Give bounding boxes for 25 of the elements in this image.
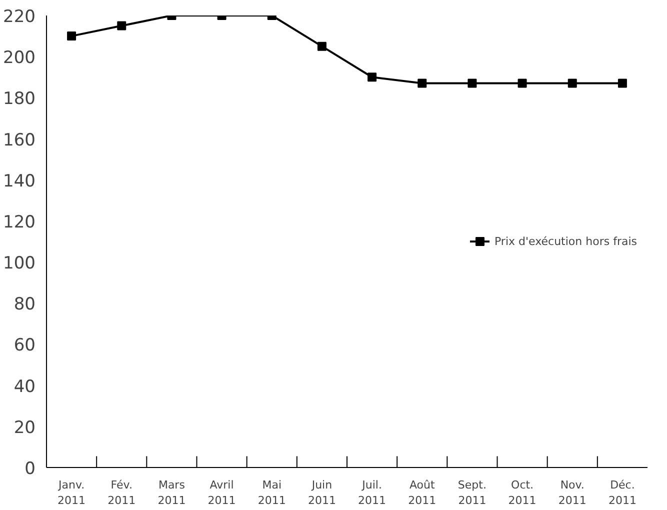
- y-tick-label: 140: [3, 171, 36, 192]
- y-tick-label: 220: [3, 7, 36, 27]
- y-tick-label: 200: [3, 48, 36, 68]
- x-tick-label: Nov. 2011: [558, 478, 586, 508]
- x-tick-label: Mars 2011: [158, 478, 186, 508]
- y-tick-label: 80: [14, 294, 36, 315]
- x-tick-label: Août 2011: [408, 478, 436, 508]
- y-tick-label: 60: [14, 336, 36, 356]
- legend-label: Prix d'exécution hors frais: [494, 234, 637, 248]
- y-tick-label: 100: [3, 254, 36, 274]
- y-tick-label: 0: [24, 459, 36, 479]
- x-tick-label: Juil. 2011: [358, 478, 386, 508]
- y-tick-label: 160: [3, 130, 36, 150]
- y-tick-label: 120: [3, 212, 36, 232]
- y-tick-label: 180: [3, 89, 36, 110]
- x-tick-label: Janv. 2011: [57, 478, 86, 508]
- x-tick-label: Mai 2011: [258, 478, 286, 508]
- x-tick-label: Oct. 2011: [508, 478, 536, 508]
- x-tick-label: Sept. 2011: [458, 478, 486, 508]
- y-tick-label: 40: [14, 376, 36, 397]
- x-tick-label: Déc. 2011: [608, 478, 636, 508]
- x-tick-label: Avril 2011: [208, 478, 236, 508]
- x-tick-label: Fév. 2011: [108, 478, 136, 508]
- y-tick-label: 20: [14, 418, 36, 438]
- x-tick-label: Juin 2011: [308, 478, 336, 508]
